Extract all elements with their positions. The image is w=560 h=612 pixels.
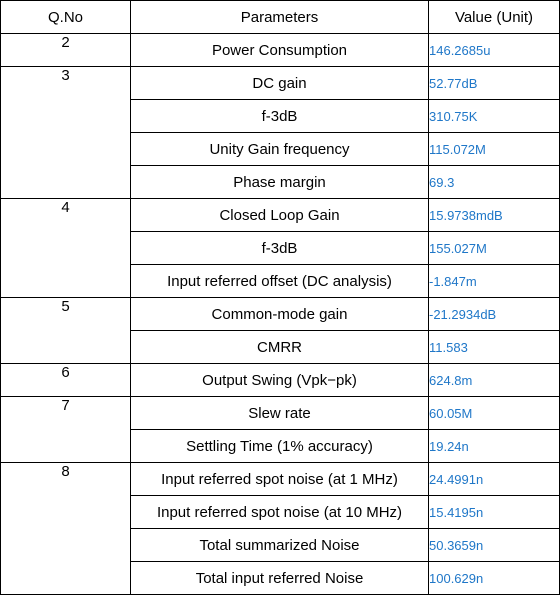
value-cell: 146.2685u: [428, 33, 560, 67]
qno-cell: 2: [0, 33, 131, 67]
parameter-cell: f-3dB: [130, 231, 429, 265]
value-cell: 115.072M: [428, 132, 560, 166]
value-cell: 69.3: [428, 165, 560, 199]
table-row: Input referred offset (DC analysis) -1.84…: [1, 264, 560, 298]
value-cell: 19.24n: [428, 429, 560, 463]
table-row: 8 Input referred spot noise (at 1 MHz) 24.…: [0, 462, 560, 595]
parameter-cell: f-3dB: [130, 99, 429, 133]
parameter-cell: Settling Time (1% accuracy): [130, 429, 429, 463]
table-row: CMRR 11.583: [1, 330, 560, 364]
value-cell: 624.8m: [428, 363, 560, 397]
table-row: Total input referred Noise 100.629n: [1, 561, 560, 595]
value-cell: 11.583: [428, 330, 560, 364]
value-cell: 310.75K: [428, 99, 560, 133]
parameter-cell: DC gain: [130, 66, 429, 100]
parameter-cell: Unity Gain frequency: [130, 132, 429, 166]
table-row: f-3dB 310.75K: [1, 99, 560, 133]
parameter-cell: Input referred spot noise (at 1 MHz): [130, 462, 429, 496]
table-row: Phase margin 69.3: [1, 165, 560, 199]
value-cell: 15.4195n: [428, 495, 560, 529]
table-row: 7 Slew rate 60.05M: [0, 396, 560, 463]
value-cell: 100.629n: [428, 561, 560, 595]
parameter-cell: Closed Loop Gain: [130, 198, 429, 232]
table-row: Input referred spot noise (at 10 MHz) 15.…: [1, 495, 560, 529]
parameter-cell: Slew rate: [130, 396, 429, 430]
header-row: Q.No Parameters Value (Unit): [0, 0, 560, 34]
parameter-cell: Total input referred Noise: [130, 561, 429, 595]
table-row: 6 Output Swing (Vpk−pk) 624.8m: [0, 363, 560, 397]
table-row: 2 Power Consumption 146.2685u: [0, 33, 560, 67]
table-row: 3 DC gain 52.77dB: [0, 66, 560, 199]
parameter-cell: Phase margin: [130, 165, 429, 199]
qno-cell: 5: [0, 297, 131, 364]
value-cell: 155.027M: [428, 231, 560, 265]
value-cell: 50.3659n: [428, 528, 560, 562]
qno-cell: 3: [0, 66, 131, 199]
table-row: 5 Common-mode gain -21.2934dB: [0, 297, 560, 364]
qno-cell: 8: [0, 462, 131, 595]
value-cell: 15.9738mdB: [428, 198, 560, 232]
table-body: 2 Power Consumption 146.2685u 3 DC gain 52.77…: [0, 33, 560, 595]
parameter-cell: Common-mode gain: [130, 297, 429, 331]
value-cell: -21.2934dB: [428, 297, 560, 331]
table-row: Unity Gain frequency 115.072M: [1, 132, 560, 166]
header-parameters: Parameters: [130, 0, 429, 34]
qno-cell: 6: [0, 363, 131, 397]
table-row: f-3dB 155.027M: [1, 231, 560, 265]
parameter-cell: Input referred spot noise (at 10 MHz): [130, 495, 429, 529]
parameters-table: Q.No Parameters Value (Unit) 2 Power Cons…: [0, 0, 560, 595]
parameter-cell: Input referred offset (DC analysis): [130, 264, 429, 298]
value-cell: 52.77dB: [428, 66, 560, 100]
parameter-cell: Output Swing (Vpk−pk): [130, 363, 429, 397]
table-row: 4 Closed Loop Gain 15.9738mdB: [0, 198, 560, 298]
value-cell: -1.847m: [428, 264, 560, 298]
qno-cell: 4: [0, 198, 131, 298]
parameter-cell: Total summarized Noise: [130, 528, 429, 562]
table-row: Total summarized Noise 50.3659n: [1, 528, 560, 562]
value-cell: 24.4991n: [428, 462, 560, 496]
qno-cell: 7: [0, 396, 131, 463]
header-qno: Q.No: [0, 0, 131, 34]
value-cell: 60.05M: [428, 396, 560, 430]
parameter-cell: Power Consumption: [130, 33, 429, 67]
parameter-cell: CMRR: [130, 330, 429, 364]
table-row: Settling Time (1% accuracy) 19.24n: [1, 429, 560, 463]
header-value: Value (Unit): [428, 0, 560, 34]
